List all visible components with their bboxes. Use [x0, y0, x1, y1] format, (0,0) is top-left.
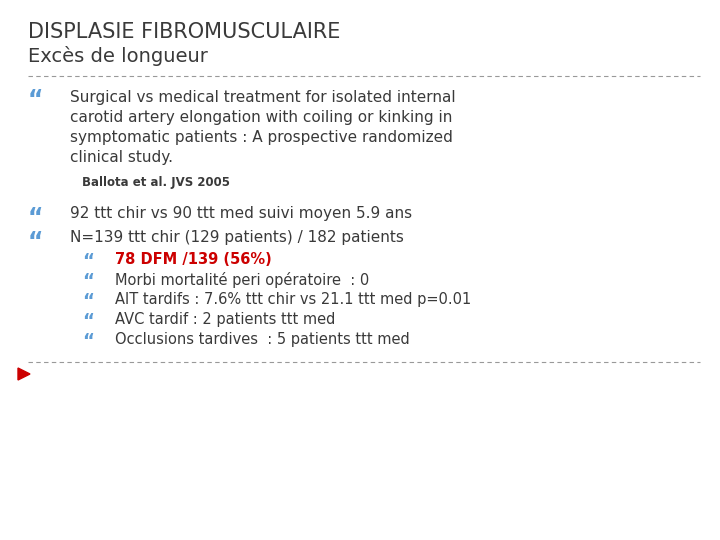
Text: Morbi mortalité peri opératoire  : 0: Morbi mortalité peri opératoire : 0 — [115, 272, 369, 288]
Text: Ballota et al. JVS 2005: Ballota et al. JVS 2005 — [82, 176, 230, 189]
Text: Occlusions tardives  : 5 patients ttt med: Occlusions tardives : 5 patients ttt med — [115, 332, 410, 347]
Text: AVC tardif : 2 patients ttt med: AVC tardif : 2 patients ttt med — [115, 312, 336, 327]
Text: Surgical vs medical treatment for isolated internal: Surgical vs medical treatment for isolat… — [70, 90, 456, 105]
Text: “: “ — [82, 312, 94, 330]
Text: carotid artery elongation with coiling or kinking in: carotid artery elongation with coiling o… — [70, 110, 452, 125]
Text: “: “ — [82, 292, 94, 310]
Text: DISPLASIE FIBROMUSCULAIRE: DISPLASIE FIBROMUSCULAIRE — [28, 22, 341, 42]
Text: “: “ — [82, 272, 94, 290]
Text: “: “ — [82, 332, 94, 350]
Text: 78 DFM /139 (56%): 78 DFM /139 (56%) — [115, 252, 271, 267]
Text: “: “ — [28, 88, 43, 112]
Text: clinical study.: clinical study. — [70, 150, 173, 165]
Text: 92 ttt chir vs 90 ttt med suivi moyen 5.9 ans: 92 ttt chir vs 90 ttt med suivi moyen 5.… — [70, 206, 412, 221]
Text: Excès de longueur: Excès de longueur — [28, 46, 208, 66]
Text: “: “ — [82, 252, 94, 270]
Text: “: “ — [28, 230, 43, 254]
Polygon shape — [18, 368, 30, 380]
Text: AIT tardifs : 7.6% ttt chir vs 21.1 ttt med p=0.01: AIT tardifs : 7.6% ttt chir vs 21.1 ttt … — [115, 292, 472, 307]
Text: “: “ — [28, 206, 43, 230]
Text: symptomatic patients : A prospective randomized: symptomatic patients : A prospective ran… — [70, 130, 453, 145]
Text: N=139 ttt chir (129 patients) / 182 patients: N=139 ttt chir (129 patients) / 182 pati… — [70, 230, 404, 245]
